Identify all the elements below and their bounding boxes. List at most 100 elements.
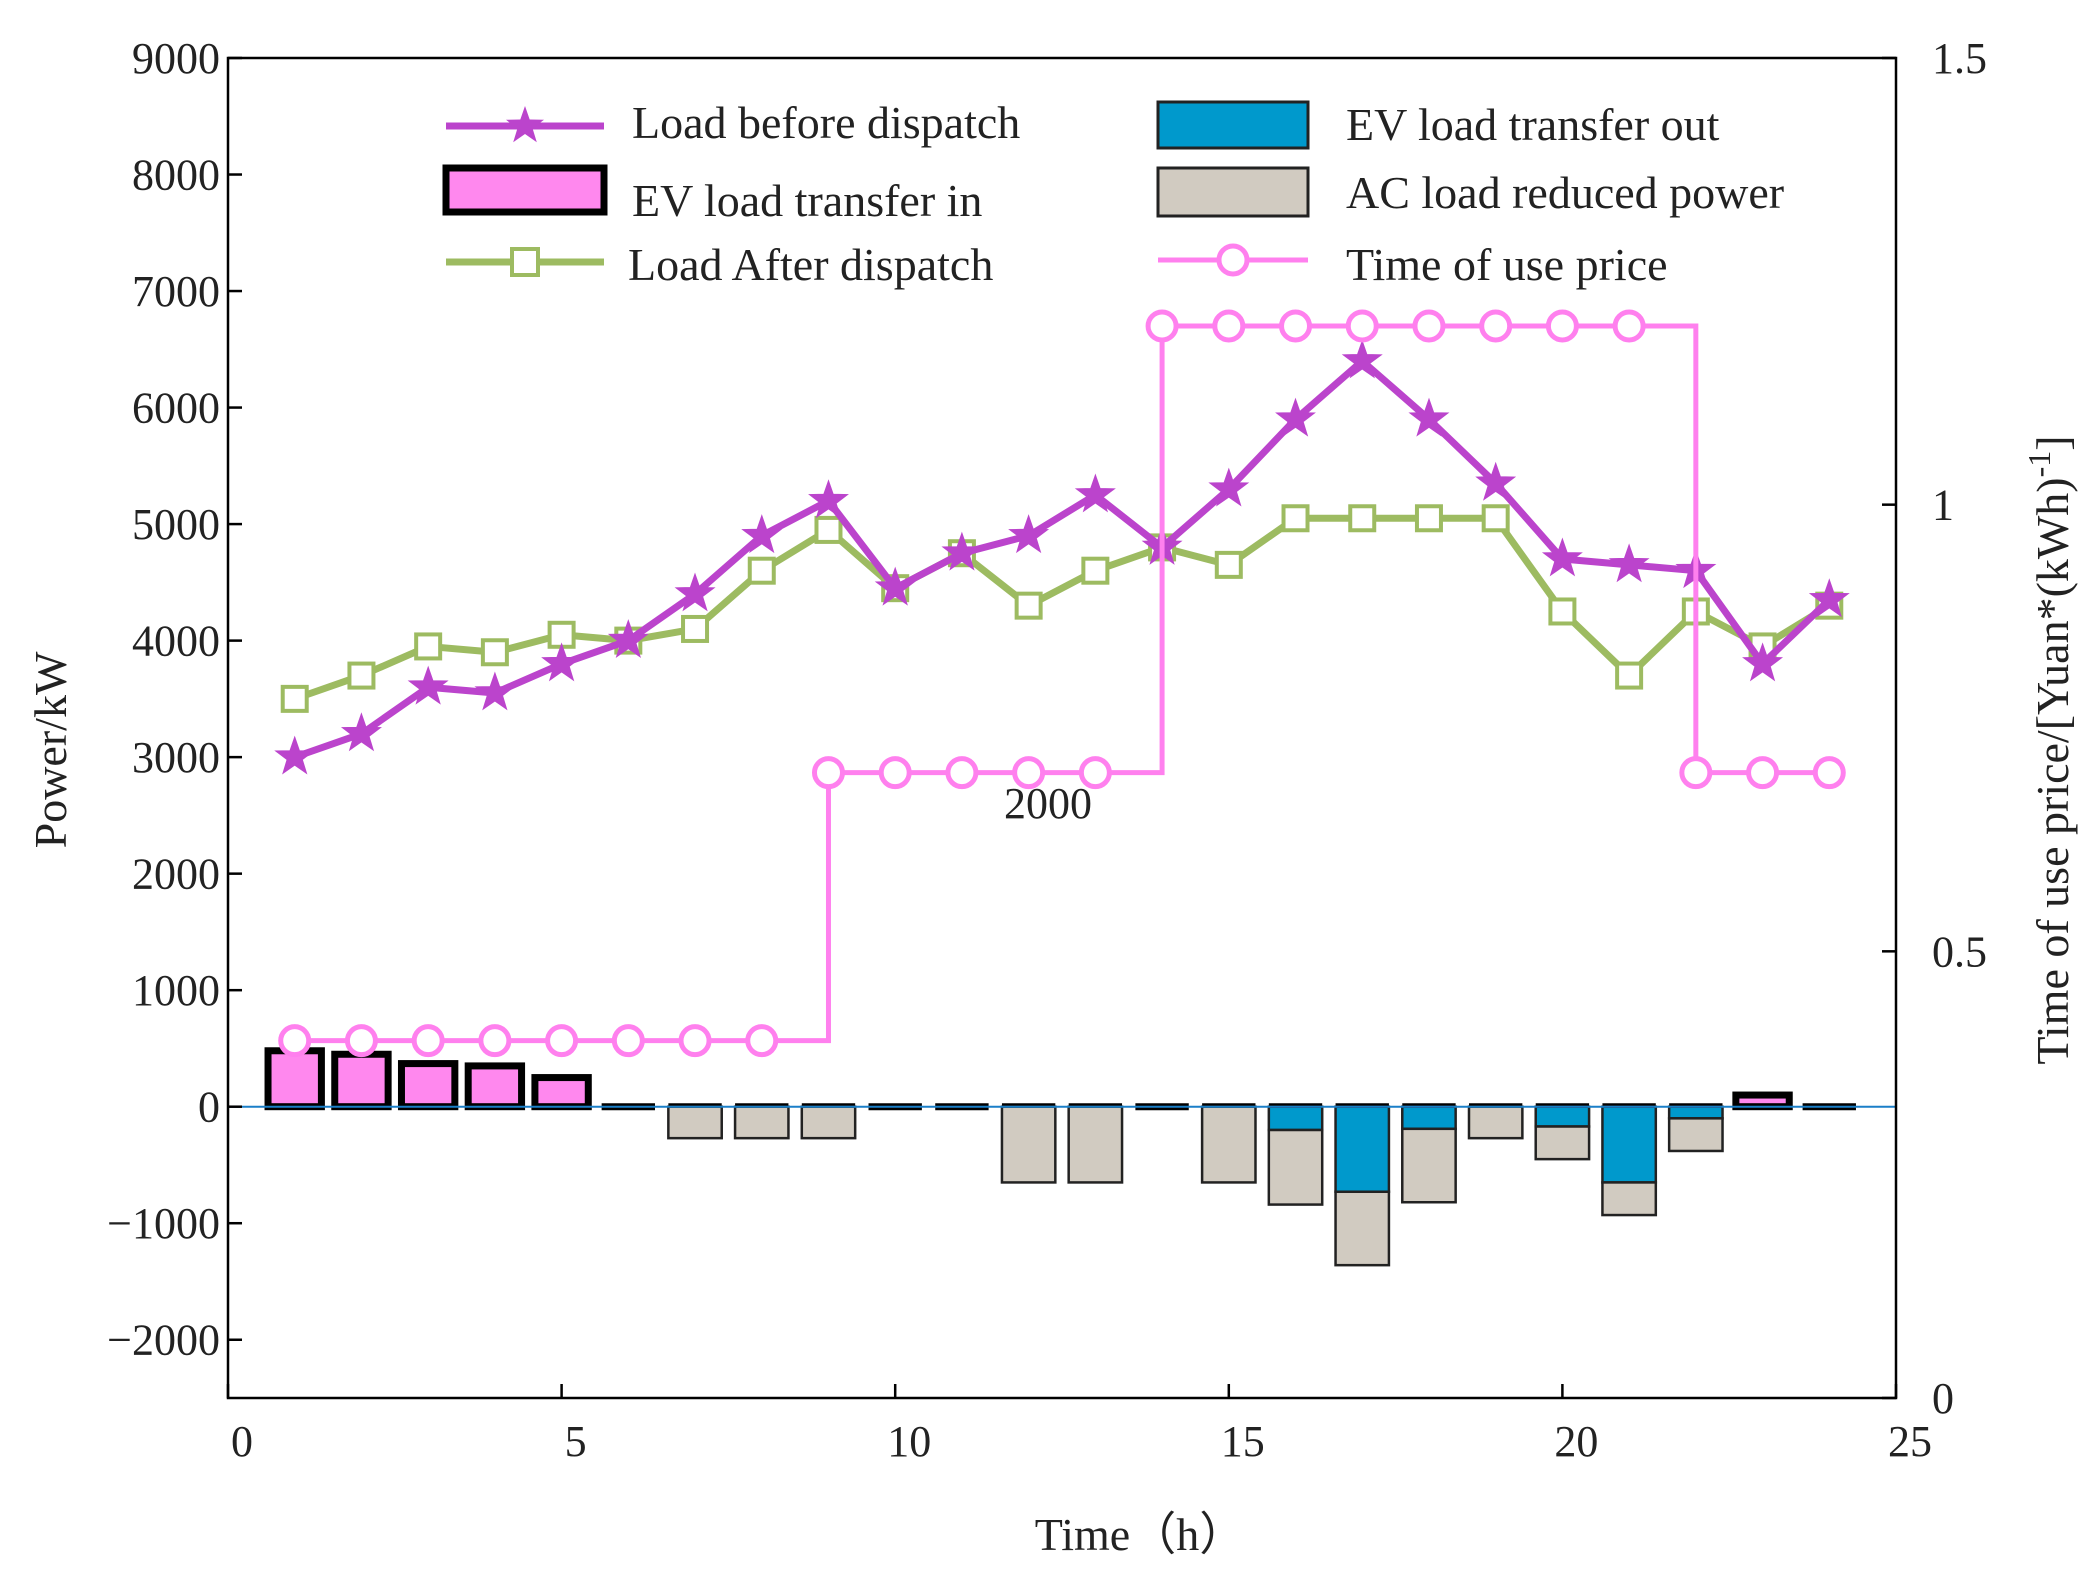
marker-load-after-3 (414, 632, 443, 661)
x-tick-label-4: 20 (1554, 1417, 1598, 1466)
marker-load-after-20 (1548, 597, 1577, 626)
bar-ev-in-3 (397, 1060, 459, 1111)
y2-tick-label-3: 1.5 (1932, 34, 1987, 83)
y-tick-label-7: 5000 (132, 500, 220, 549)
marker-price-8 (745, 1024, 779, 1058)
marker-load-after-12 (1014, 591, 1043, 620)
annotation-2000: 2000 (1004, 779, 1092, 828)
marker-load-before-9 (808, 479, 849, 519)
marker-load-after-8 (747, 556, 776, 585)
y-tick-label-5: 3000 (132, 733, 220, 782)
bar-ac-15 (1200, 1105, 1257, 1184)
legend-swatch-ev-out (1156, 100, 1310, 150)
marker-load-after-7 (681, 614, 710, 643)
legend-swatch-ev-in (442, 164, 608, 216)
bar-ev-out-16 (1267, 1105, 1324, 1132)
line-load-before (293, 357, 1832, 761)
marker-price-7 (678, 1024, 712, 1058)
bars-layer (264, 1047, 1856, 1267)
bar-ac-19 (1467, 1105, 1524, 1140)
marker-price-16 (1279, 309, 1313, 343)
marker-price-9 (811, 756, 845, 790)
marker-load-before-15 (1208, 467, 1250, 507)
y2-tick-label-2: 1 (1932, 481, 1954, 530)
marker-load-after-18 (1414, 504, 1443, 533)
marker-price-1 (278, 1024, 312, 1058)
marker-load-before-12 (1008, 514, 1050, 554)
marker-price-14 (1145, 309, 1179, 343)
marker-load-after-1 (280, 684, 309, 713)
y2-axis-title-end: ] (2027, 435, 2078, 450)
bar-ev-in-1 (264, 1047, 325, 1111)
y-tick-label-10: 8000 (132, 151, 220, 200)
legend-label-load-after: Load After dispatch (628, 239, 993, 290)
bar-ac-12 (1000, 1105, 1057, 1184)
y2-tick-label-1: 0.5 (1932, 927, 1987, 976)
plot-frame (226, 56, 1898, 1400)
bar-ac-18 (1401, 1127, 1457, 1204)
legend-label-ac: AC load reduced power (1346, 167, 1784, 218)
bar-ev-in-4 (464, 1062, 526, 1111)
marker-load-before-10 (874, 566, 916, 606)
legend-label-ev-out: EV load transfer out (1346, 99, 1720, 150)
marker-price-2 (344, 1024, 378, 1058)
marker-load-before-3 (407, 665, 449, 705)
x-tick-label-5: 25 (1888, 1417, 1932, 1466)
line-load-after (293, 514, 1832, 703)
bar-ev-in-2 (331, 1050, 392, 1111)
bar-ac-16 (1267, 1128, 1324, 1206)
marker-load-before-24 (1808, 578, 1850, 618)
marker-load-before-2 (340, 712, 382, 752)
bar-ac-17 (1334, 1190, 1391, 1267)
marker-load-after-4 (480, 638, 509, 667)
lines-layer (274, 309, 1850, 1058)
marker-load-after-19 (1481, 504, 1510, 533)
bar-ac-7 (667, 1105, 723, 1140)
legend-marker-load-after (510, 247, 540, 277)
bar-ac-20 (1534, 1125, 1591, 1161)
y-tick-label-6: 4000 (132, 617, 220, 666)
x-tick-label-3: 15 (1221, 1417, 1265, 1466)
bar-ev-out-18 (1401, 1105, 1457, 1131)
marker-price-4 (478, 1024, 512, 1058)
marker-load-after-13 (1081, 556, 1110, 585)
marker-price-15 (1212, 309, 1246, 343)
marker-load-before-7 (674, 572, 716, 612)
marker-load-before-16 (1275, 397, 1316, 437)
x-tick-label-1: 5 (565, 1417, 587, 1466)
marker-price-6 (611, 1024, 645, 1058)
marker-price-5 (545, 1024, 579, 1058)
marker-load-after-16 (1281, 504, 1310, 533)
y-tick-label-3: 1000 (132, 966, 220, 1015)
marker-price-20 (1545, 309, 1579, 343)
marker-price-23 (1746, 756, 1780, 790)
x-tick-label-2: 10 (887, 1417, 931, 1466)
marker-load-before-23 (1742, 642, 1784, 682)
y2-tick-label-0: 0 (1932, 1374, 1954, 1423)
y-tick-label-0: −2000 (107, 1316, 220, 1365)
marker-load-before-18 (1408, 397, 1450, 437)
marker-price-17 (1345, 309, 1379, 343)
y2-axis-title-main: Time of use price/[Yuan*(kWh) (2027, 477, 2078, 1064)
marker-load-after-15 (1214, 550, 1243, 579)
marker-load-before-4 (474, 671, 516, 711)
bar-ac-21 (1601, 1181, 1658, 1217)
marker-price-19 (1479, 309, 1513, 343)
bar-ev-out-20 (1534, 1105, 1591, 1128)
legend-swatch-ac (1156, 166, 1310, 218)
marker-load-before-20 (1541, 537, 1583, 577)
marker-price-18 (1412, 309, 1446, 343)
axes-layer (226, 56, 1898, 1400)
bar-ev-out-21 (1601, 1105, 1658, 1184)
y2-axis-title: Time of use price/[Yuan*(kWh)-1] (2021, 435, 2078, 1064)
bar-ac-9 (800, 1105, 857, 1140)
legend-label-price: Time of use price (1346, 239, 1668, 290)
marker-load-before-17 (1341, 339, 1383, 379)
legend-marker-price (1216, 243, 1250, 277)
legend: Load before dispatch EV load transfer in L… (442, 97, 1784, 290)
ticks-layer: −2000−1000010002000300040005000600070008… (107, 34, 1987, 1466)
x-axis-title: Time（h） (1035, 1509, 1245, 1560)
bar-ev-in-5 (531, 1074, 592, 1111)
y2-axis-title-superscript: -1 (2021, 451, 2057, 478)
marker-load-before-19 (1475, 461, 1517, 501)
